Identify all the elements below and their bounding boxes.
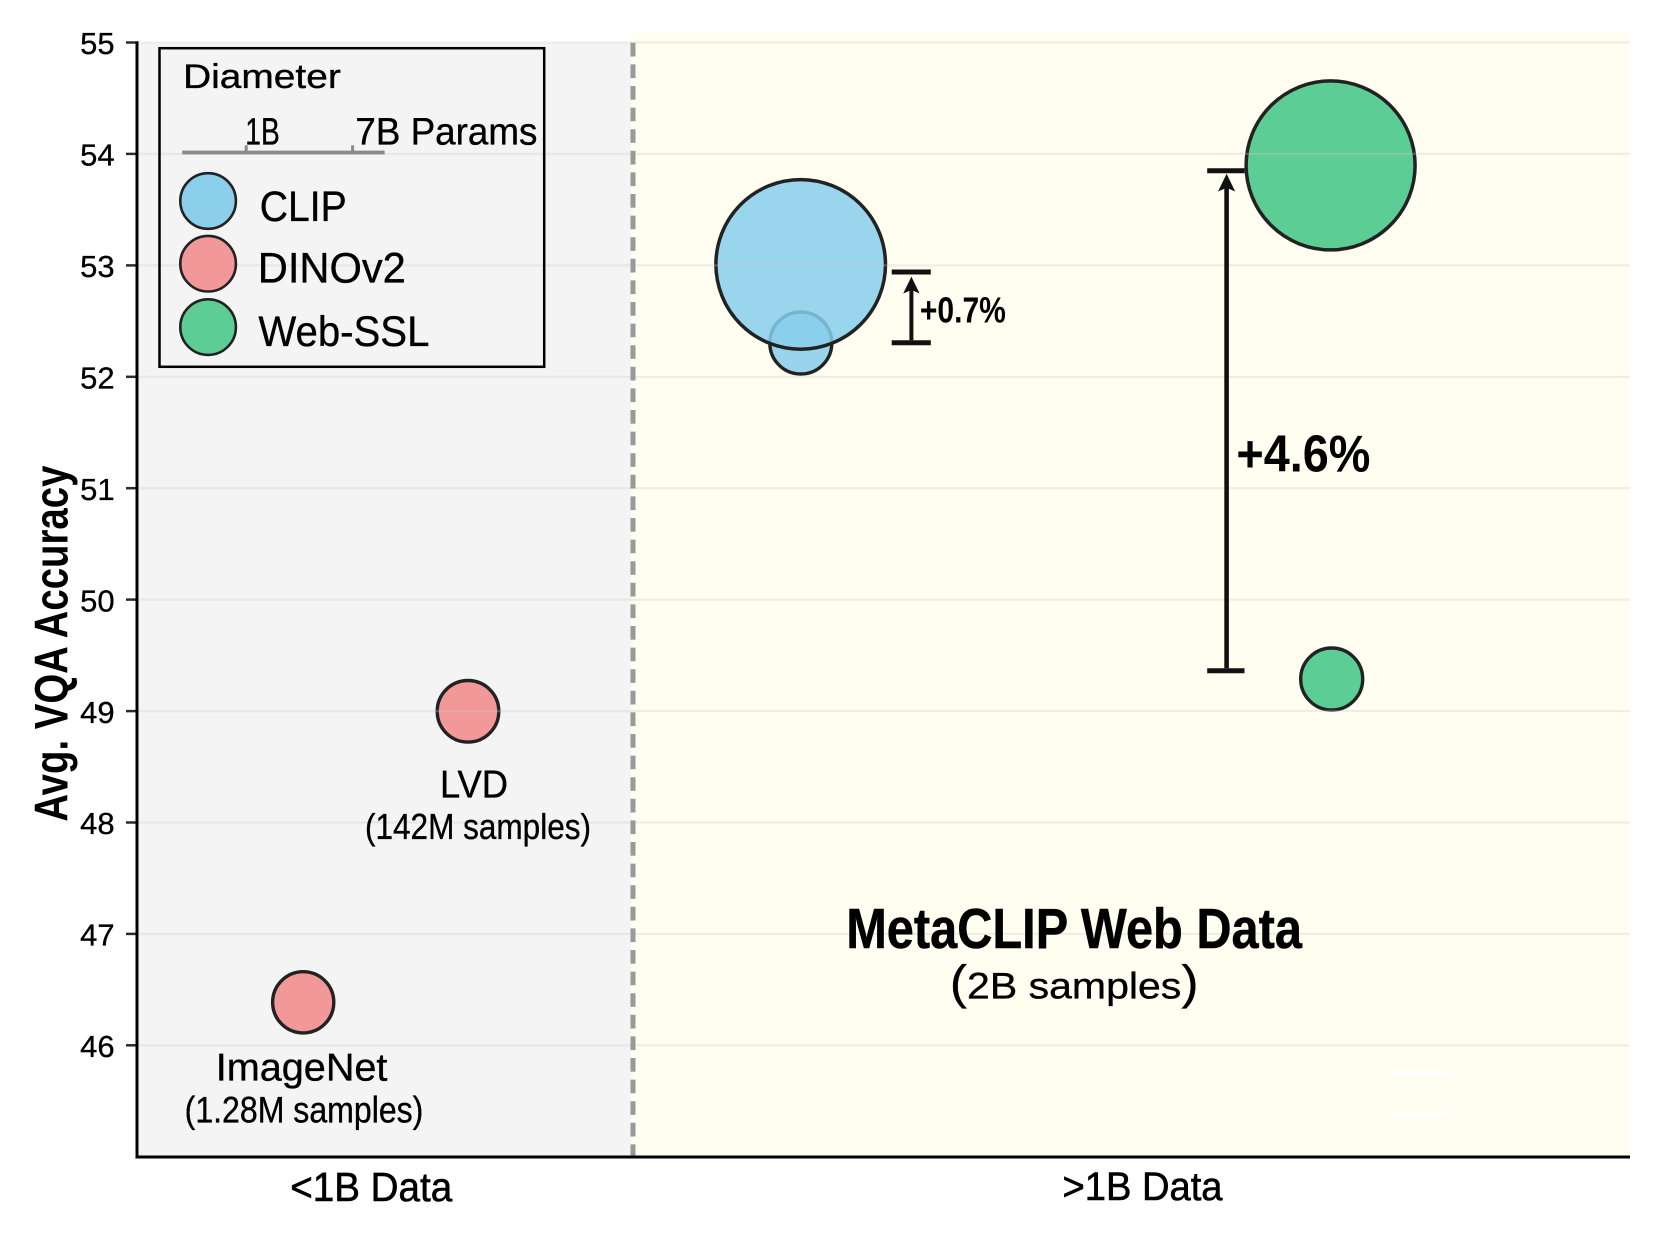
svg-text:46: 46 (80, 1029, 114, 1064)
svg-text:Web-SSL: Web-SSL (258, 308, 429, 356)
svg-text:7B Params: 7B Params (355, 112, 537, 154)
svg-text:47: 47 (80, 918, 114, 953)
svg-text:Avg. VQA Accuracy: Avg. VQA Accuracy (25, 466, 78, 822)
svg-text:(142M samples): (142M samples) (365, 806, 591, 847)
svg-text:LVD: LVD (440, 763, 508, 806)
svg-text:49: 49 (80, 695, 114, 730)
svg-text:(2B samples): (2B samples) (950, 955, 1199, 1008)
svg-text:(1.28M samples): (1.28M samples) (185, 1090, 424, 1131)
svg-text:<1B Data: <1B Data (290, 1164, 452, 1210)
svg-text:48: 48 (80, 806, 114, 841)
svg-text:+0.7%: +0.7% (920, 290, 1006, 331)
svg-text:50: 50 (80, 583, 114, 618)
svg-text:CLIP: CLIP (260, 183, 347, 231)
svg-text:>1B Data: >1B Data (1063, 1165, 1224, 1209)
svg-text:55: 55 (80, 26, 114, 61)
svg-text:51: 51 (80, 472, 114, 507)
svg-text:ImageNet: ImageNet (216, 1047, 388, 1090)
svg-text:1B: 1B (245, 111, 279, 153)
svg-text:53: 53 (80, 249, 114, 284)
svg-text:MetaCLIP Web Data: MetaCLIP Web Data (846, 897, 1302, 960)
svg-text:54: 54 (80, 138, 114, 173)
svg-text:DINOv2: DINOv2 (258, 245, 406, 293)
svg-text:+4.6%: +4.6% (1236, 425, 1370, 483)
svg-text:52: 52 (80, 361, 114, 396)
svg-text:Diameter: Diameter (183, 58, 341, 96)
